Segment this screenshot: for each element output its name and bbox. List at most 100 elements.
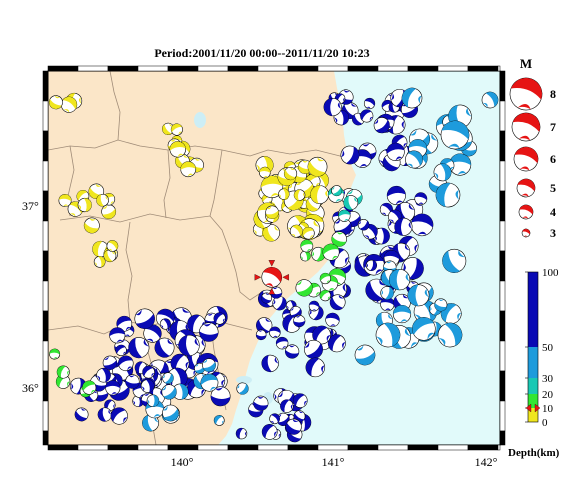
focal-mechanism bbox=[261, 424, 278, 440]
focal-mechanism bbox=[178, 334, 200, 357]
focal-mechanism bbox=[329, 294, 346, 311]
magnitude-legend-symbol bbox=[513, 146, 539, 172]
focal-mechanism bbox=[101, 204, 117, 220]
focal-mechanism bbox=[97, 407, 112, 422]
focal-mechanism bbox=[96, 193, 109, 207]
focal-mechanism bbox=[449, 153, 472, 176]
depth-tick-label: 20 bbox=[542, 389, 554, 401]
focal-mechanism bbox=[236, 382, 249, 395]
depth-scale-segment bbox=[528, 394, 538, 408]
focal-mechanism bbox=[261, 354, 279, 373]
focal-mechanism bbox=[162, 372, 174, 384]
focal-mechanism bbox=[128, 337, 150, 359]
focal-mechanism bbox=[199, 322, 219, 342]
focal-mechanism bbox=[49, 348, 61, 360]
focal-mechanism bbox=[269, 413, 280, 425]
focal-mechanism bbox=[154, 337, 175, 358]
focal-mechanism bbox=[386, 185, 406, 205]
depth-tick-label: 50 bbox=[542, 342, 554, 354]
focal-mechanism bbox=[170, 123, 183, 136]
focal-mechanism bbox=[105, 380, 121, 396]
focal-mechanism bbox=[386, 142, 405, 162]
focal-mechanism bbox=[146, 394, 160, 408]
mainshock-arrow-icon bbox=[282, 274, 289, 281]
focal-mechanism bbox=[58, 194, 72, 208]
focal-mechanism bbox=[323, 98, 342, 117]
focal-mechanism bbox=[116, 315, 133, 332]
focal-mechanism bbox=[412, 317, 436, 341]
focal-mechanism bbox=[357, 219, 370, 231]
focal-mechanism bbox=[278, 188, 290, 200]
magnitude-legend-symbol bbox=[516, 178, 536, 198]
focal-mechanism bbox=[213, 415, 225, 426]
focal-mechanism bbox=[407, 284, 430, 307]
focal-mechanism bbox=[295, 279, 313, 297]
mainshock-arrow-icon bbox=[268, 260, 276, 267]
lon-tick-label: 142° bbox=[475, 455, 498, 469]
focal-mechanism bbox=[319, 289, 332, 302]
focal-mechanism bbox=[283, 166, 298, 181]
magnitude-legend-label: 4 bbox=[550, 205, 556, 219]
focal-mechanism bbox=[180, 161, 197, 178]
mainshock-depth-marker-icon bbox=[525, 403, 532, 413]
focal-mechanism bbox=[300, 239, 314, 253]
focal-mechanism bbox=[434, 298, 448, 312]
mainshock-marker bbox=[254, 260, 289, 295]
focal-mechanism bbox=[305, 357, 326, 378]
focal-mechanism bbox=[74, 407, 89, 422]
focal-mechanism bbox=[340, 145, 360, 165]
focal-mechanism bbox=[202, 358, 216, 372]
focal-mechanism bbox=[272, 296, 287, 311]
focal-mechanism bbox=[293, 189, 306, 201]
focal-mechanism bbox=[265, 205, 279, 220]
depth-tick-label: 0 bbox=[542, 417, 548, 429]
magnitude-legend-label: 5 bbox=[550, 181, 556, 195]
focal-mechanism bbox=[331, 231, 347, 247]
focal-mechanism bbox=[289, 224, 303, 238]
focal-mechanism bbox=[213, 312, 226, 325]
focal-mechanism bbox=[60, 96, 78, 113]
depth-scale-segment bbox=[528, 347, 538, 378]
depth-tick-label: 100 bbox=[542, 267, 559, 279]
map-title: Period:2001/11/20 00:00--2011/11/20 10:2… bbox=[154, 46, 369, 60]
lat-tick-label: 36° bbox=[22, 381, 39, 395]
depth-tick-label: 30 bbox=[542, 373, 554, 385]
focal-mechanism bbox=[109, 327, 126, 344]
focal-mechanism bbox=[392, 304, 412, 324]
focal-mechanism bbox=[365, 259, 378, 272]
magnitude-legend: M 8 7 6 5 4 3 bbox=[509, 56, 556, 240]
latitude-axis: 37° 36° bbox=[22, 199, 39, 395]
focal-mechanism bbox=[440, 120, 470, 150]
magnitude-legend-symbol bbox=[521, 228, 531, 238]
focal-mechanism bbox=[363, 97, 376, 110]
focal-mechanism bbox=[338, 209, 351, 222]
focal-mechanism bbox=[235, 427, 248, 440]
focal-mechanism bbox=[410, 213, 434, 237]
focal-mechanism bbox=[275, 336, 289, 350]
focal-mechanism bbox=[307, 156, 328, 177]
focal-mechanism bbox=[269, 326, 281, 339]
focal-mechanism bbox=[255, 329, 267, 341]
focal-mechanism bbox=[285, 344, 300, 359]
lake bbox=[194, 112, 206, 128]
focal-mechanism bbox=[331, 185, 343, 197]
focal-mechanism bbox=[405, 150, 423, 169]
depth-scale-segment bbox=[528, 408, 538, 422]
focal-mechanism bbox=[106, 240, 119, 252]
focal-mechanism bbox=[401, 87, 423, 109]
focal-mechanism bbox=[200, 373, 219, 392]
focal-mechanism bbox=[360, 109, 374, 123]
focal-mechanism bbox=[354, 344, 376, 366]
focal-mechanism bbox=[77, 197, 92, 213]
focal-mechanism bbox=[48, 95, 63, 110]
magnitude-legend-label: 6 bbox=[550, 152, 556, 166]
magnitude-legend-label: 8 bbox=[550, 87, 556, 101]
depth-scale-segment bbox=[528, 272, 538, 347]
depth-legend-title: Depth(km) bbox=[508, 447, 560, 459]
focal-mechanism bbox=[102, 355, 118, 371]
focal-mechanism bbox=[253, 395, 269, 411]
focal-mechanism bbox=[140, 379, 155, 393]
focal-mechanism bbox=[380, 296, 395, 312]
